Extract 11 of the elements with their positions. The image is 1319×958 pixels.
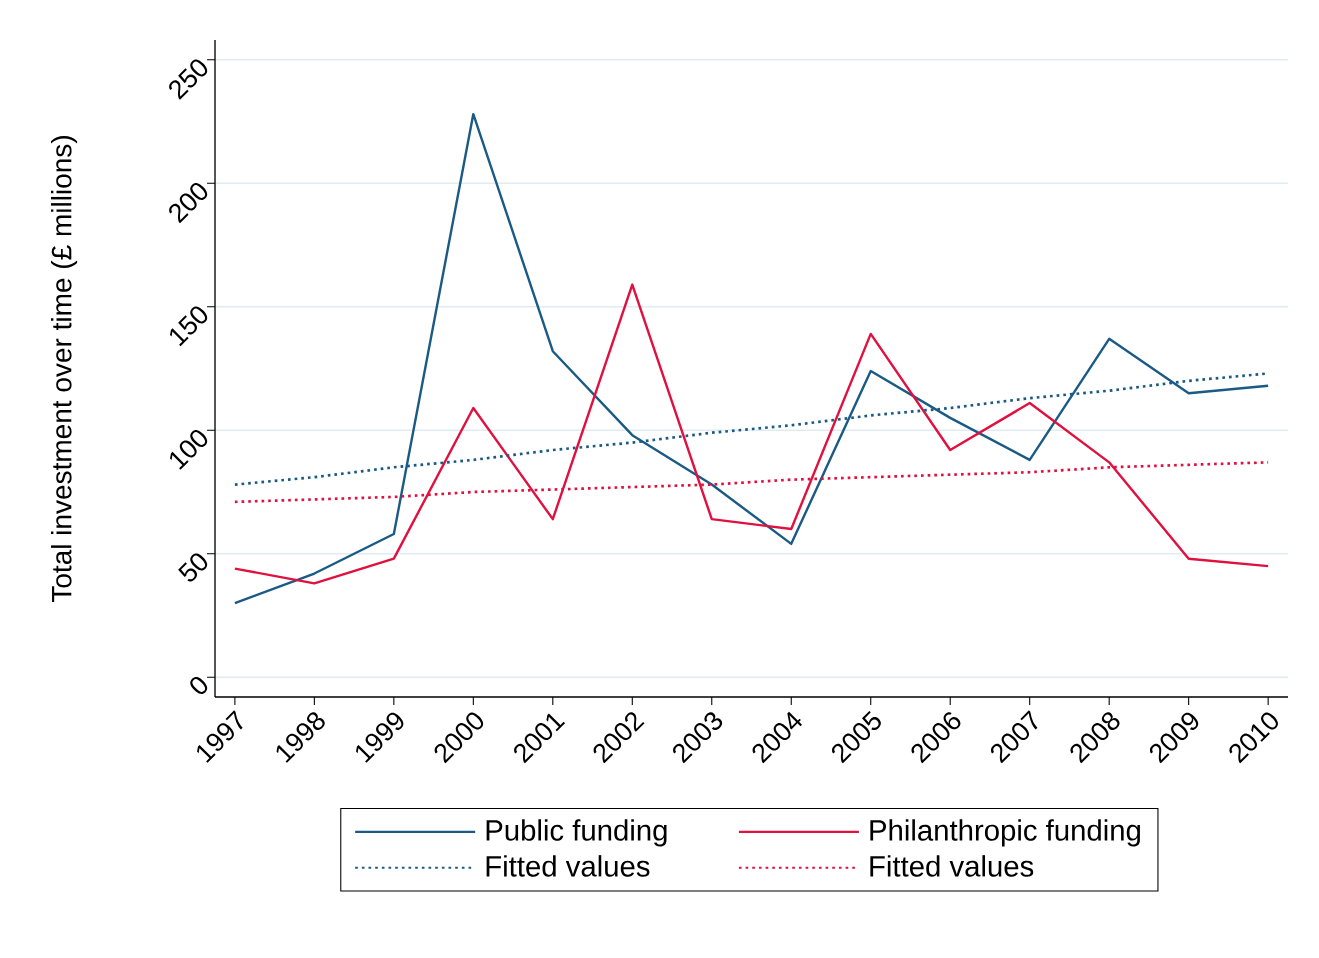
y-axis-title: Total investment over time (£ millions) — [51, 136, 78, 603]
legend-label: Fitted values — [486, 855, 650, 877]
legend-label: Public funding — [486, 819, 667, 847]
y-tick-label: 200 — [169, 183, 208, 224]
y-tick-label: 150 — [170, 306, 208, 347]
legend-label: Philanthropic funding — [870, 819, 1140, 847]
y-tick-label: 50 — [178, 553, 208, 582]
y-tick-label: 0 — [190, 676, 208, 694]
y-tick-label: 100 — [170, 430, 208, 470]
y-tick-label: 250 — [169, 59, 208, 100]
legend-label: Fitted values — [870, 855, 1034, 877]
